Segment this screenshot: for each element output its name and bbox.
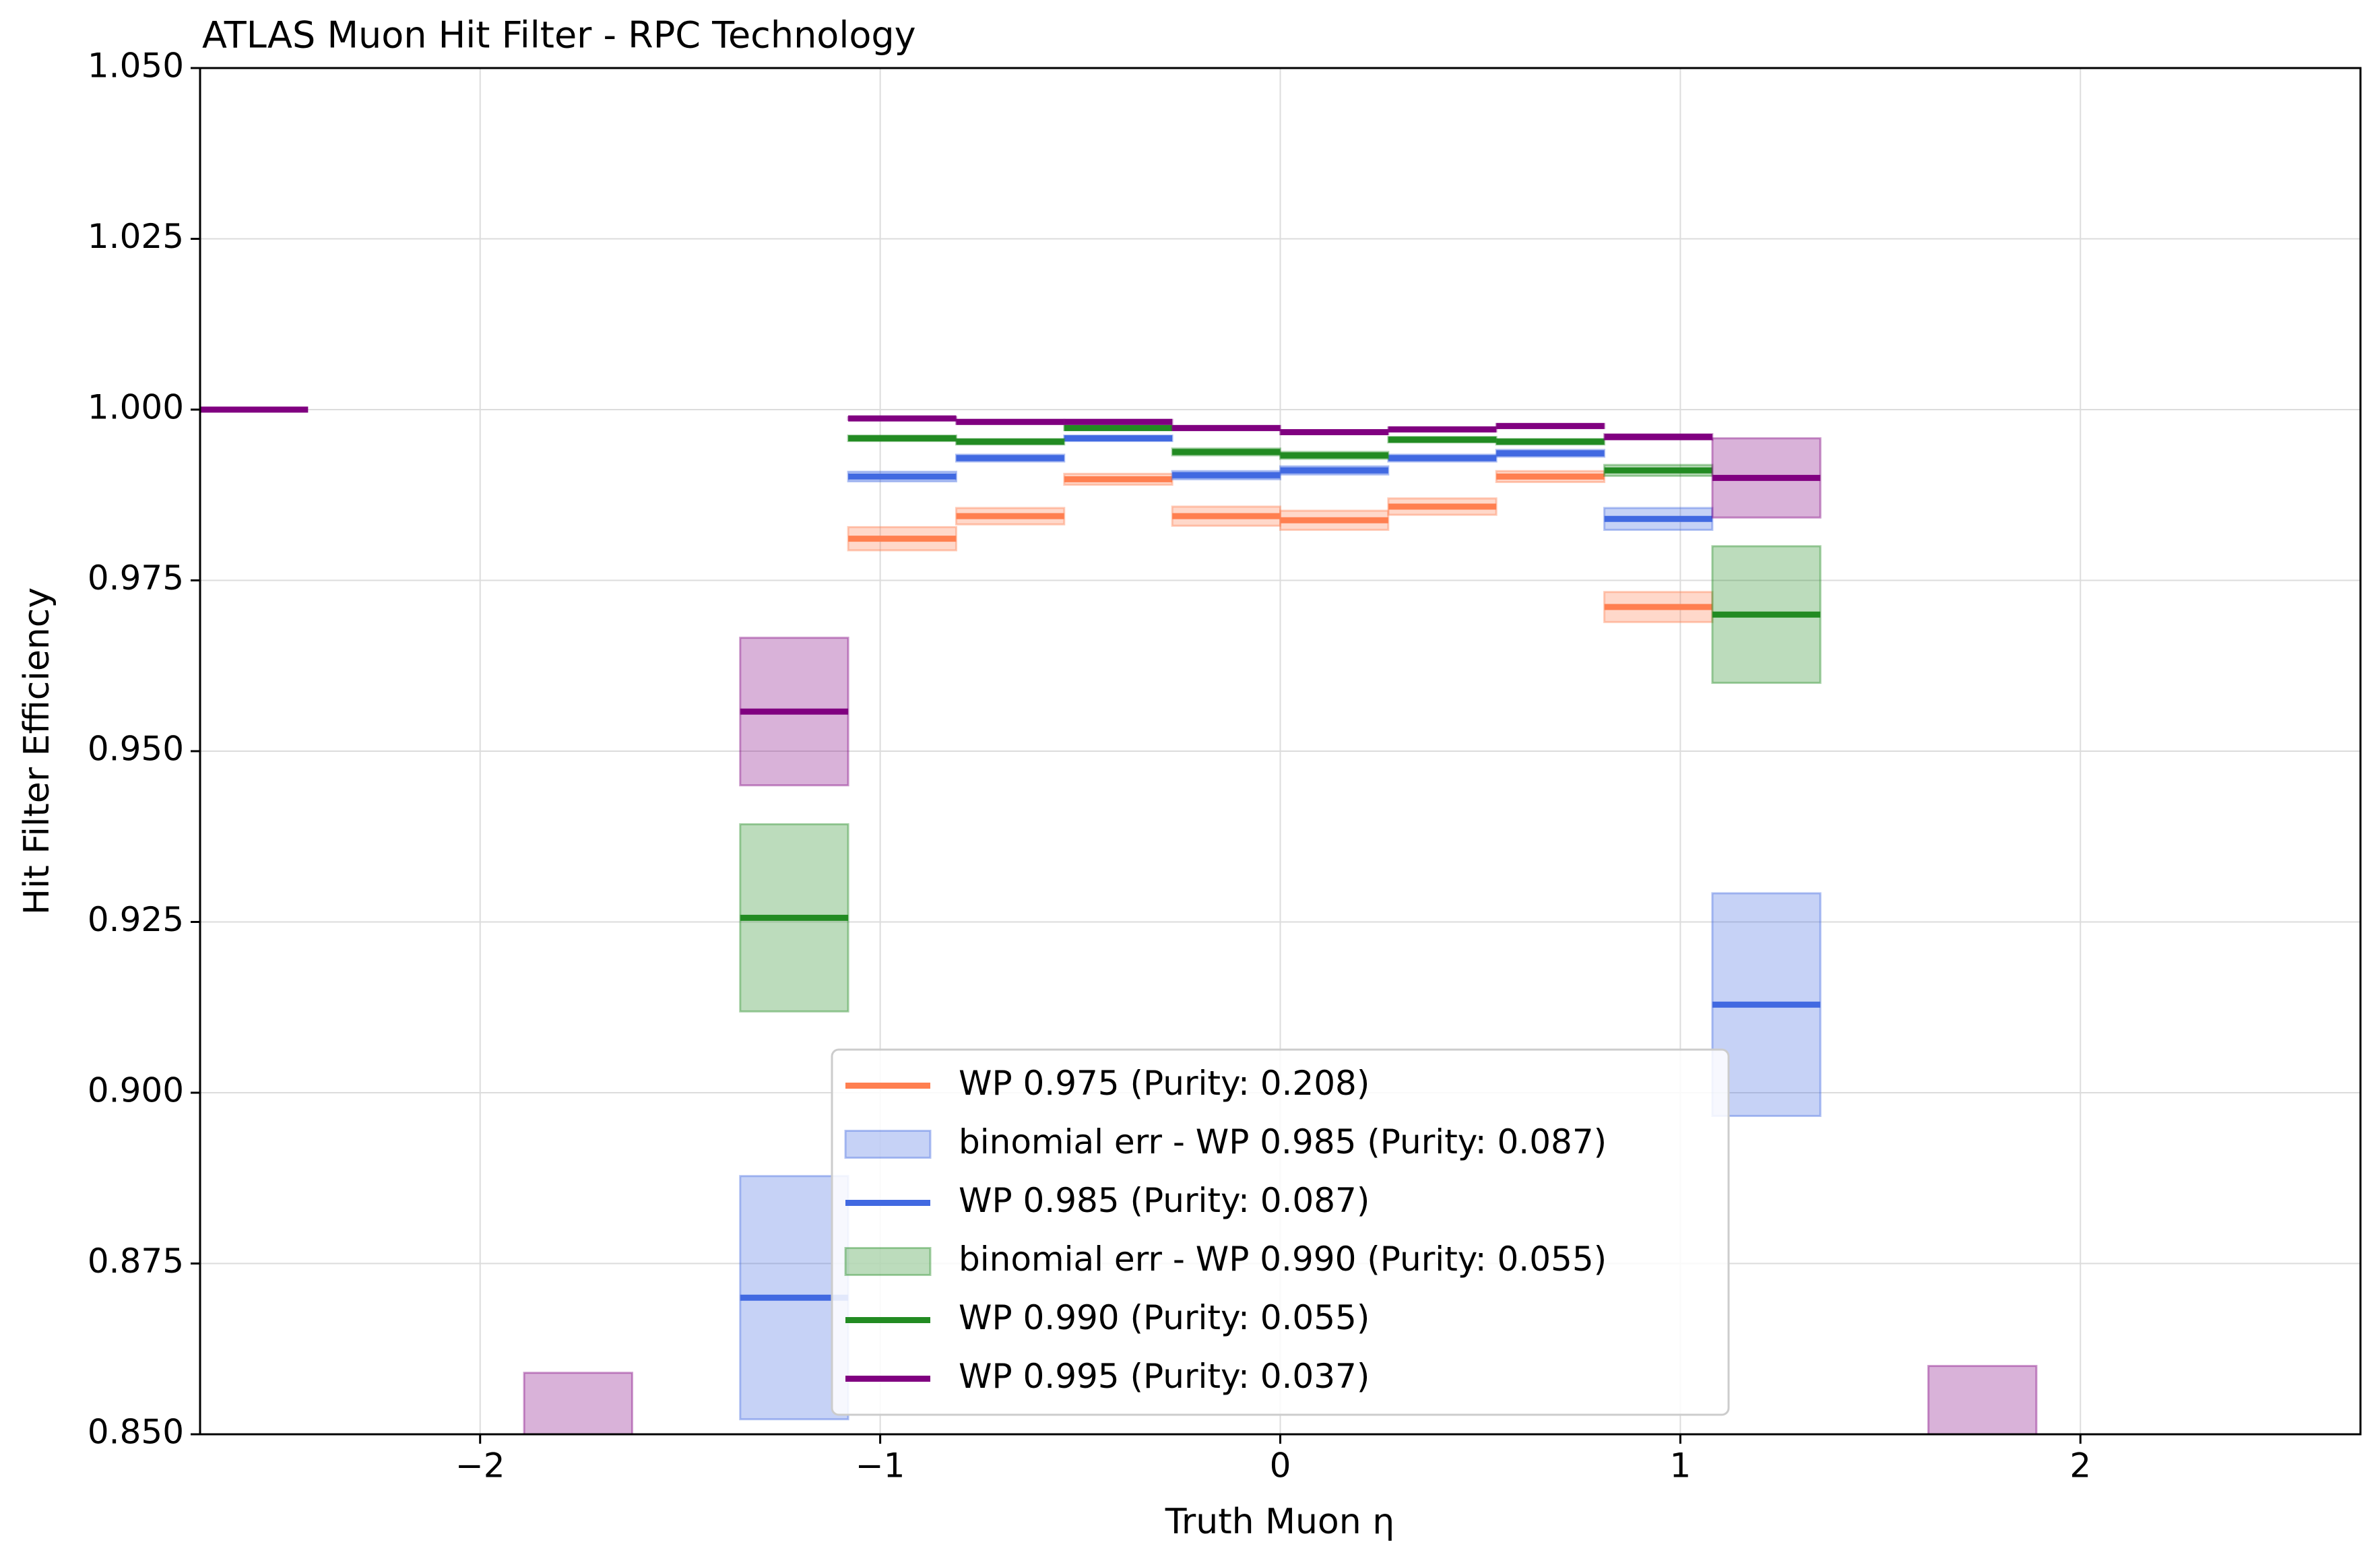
chart-title: ATLAS Muon Hit Filter - RPC Technology	[202, 14, 916, 57]
x-tick-label: 1	[1669, 1446, 1691, 1485]
legend-label: WP 0.990 (Purity: 0.055)	[959, 1298, 1370, 1337]
y-tick-label: 0.875	[88, 1242, 184, 1281]
error-band	[523, 1372, 633, 1434]
plot-area	[200, 406, 2038, 1434]
legend-box	[831, 1048, 1730, 1416]
y-axis-label: Hit Filter Efficiency	[17, 587, 57, 915]
y-tick-label: 1.000	[88, 388, 184, 427]
legend: WP 0.975 (Purity: 0.208) binomial err - W…	[831, 1048, 1730, 1416]
y-tick-label: 0.850	[88, 1413, 184, 1452]
y-tick-label: 1.025	[88, 217, 184, 256]
legend-swatch	[844, 1247, 932, 1276]
legend-label: binomial err - WP 0.985 (Purity: 0.087)	[959, 1122, 1607, 1161]
x-tick-label: 2	[2069, 1446, 2091, 1485]
axes: −2 −1 0 1 2 0.850 0.875 0.900 0.925 0.950 0.975 1.0…	[88, 46, 2091, 1485]
x-tick-label: −2	[455, 1446, 505, 1485]
y-tick-label: 0.900	[88, 1071, 184, 1110]
legend-label: binomial err - WP 0.990 (Purity: 0.055)	[959, 1240, 1607, 1279]
x-tick-label: 0	[1270, 1446, 1291, 1485]
legend-label: WP 0.995 (Purity: 0.037)	[959, 1357, 1370, 1396]
legend-label: WP 0.975 (Purity: 0.208)	[959, 1064, 1370, 1103]
legend-swatch	[844, 1130, 932, 1159]
y-tick-label: 0.950	[88, 730, 184, 769]
legend-label: WP 0.985 (Purity: 0.087)	[959, 1181, 1370, 1220]
y-tick-label: 0.975	[88, 558, 184, 598]
x-axis-label: Truth Muon η	[1165, 1502, 1394, 1542]
error-band	[1927, 1365, 2038, 1434]
y-tick-label: 0.925	[88, 900, 184, 939]
y-tick-label: 1.050	[88, 46, 184, 86]
x-tick-label: −1	[856, 1446, 905, 1485]
